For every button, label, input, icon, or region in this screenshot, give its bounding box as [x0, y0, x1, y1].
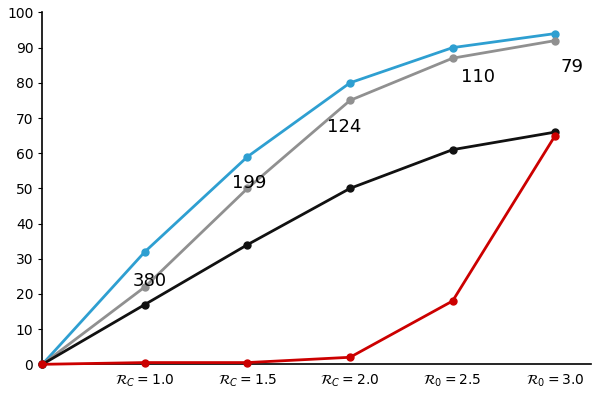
- Text: 199: 199: [232, 174, 267, 192]
- Text: 110: 110: [461, 69, 495, 86]
- Text: 124: 124: [328, 118, 362, 135]
- Text: 79: 79: [560, 58, 583, 76]
- Text: 380: 380: [133, 272, 167, 290]
